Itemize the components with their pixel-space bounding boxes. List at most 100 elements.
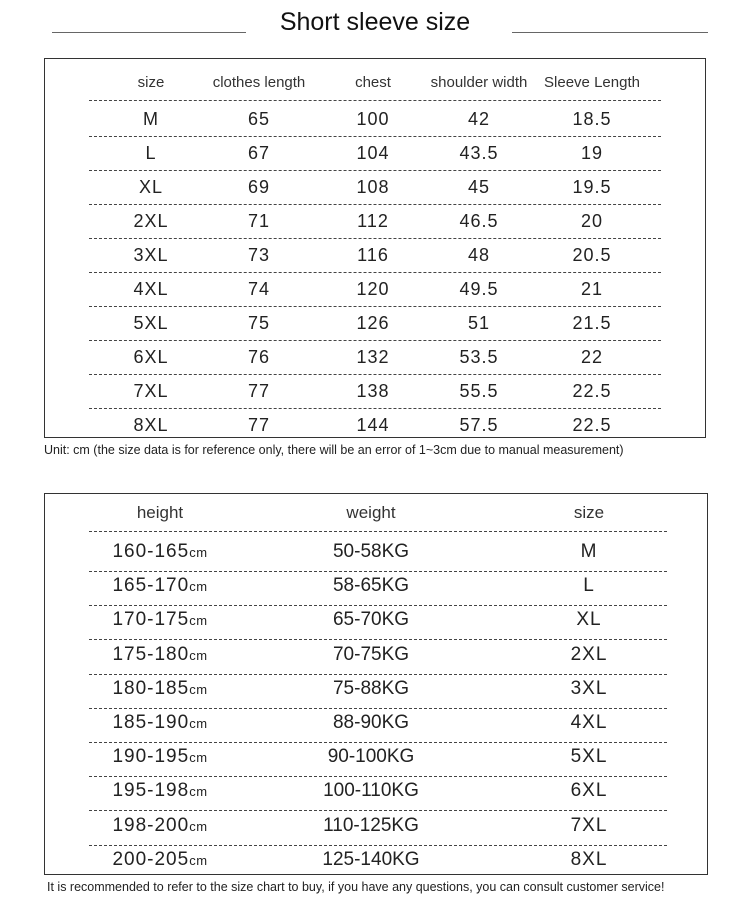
height-weight-size-table: height weight size 160-165cm 50-58KG M 165-170… xyxy=(44,493,708,875)
unit-cm: cm xyxy=(189,852,208,868)
size-cell: 4XL xyxy=(570,712,608,733)
table-cell: 49.5 xyxy=(459,279,499,299)
row-divider xyxy=(89,605,667,607)
table-cell: 42 xyxy=(467,109,491,129)
height-cell: 195-198cm xyxy=(112,780,207,802)
height-range: 198-200 xyxy=(112,814,190,836)
weight-cell: 65-70KG xyxy=(332,609,410,631)
title-rule-left xyxy=(52,32,246,33)
size-cell: 7XL xyxy=(570,814,608,836)
height-range: 180-185 xyxy=(112,677,190,699)
weight-cell: 125-140KG xyxy=(322,848,420,870)
height-range: 165-170 xyxy=(112,575,190,597)
height-cell: 200-205cm xyxy=(112,849,207,871)
height-range: 170-175 xyxy=(112,609,190,631)
table-cell: 76 xyxy=(247,347,271,367)
size-cell: 2XL xyxy=(570,643,608,665)
height-cell: 170-175cm xyxy=(112,609,207,631)
table-cell: 65 xyxy=(247,109,271,129)
row-divider xyxy=(89,340,661,341)
row-divider xyxy=(89,408,661,409)
table-cell: 67 xyxy=(247,143,271,163)
row-divider xyxy=(89,707,667,709)
table-cell: 48 xyxy=(467,245,491,265)
table-cell: 8XL xyxy=(133,415,169,435)
unit-cm: cm xyxy=(189,545,208,560)
table-cell: 104 xyxy=(356,143,390,163)
table-cell: 19.5 xyxy=(572,177,612,197)
column-header: clothes length xyxy=(212,74,306,91)
table-cell: 120 xyxy=(356,279,390,299)
table-cell: L xyxy=(145,143,157,163)
row-divider xyxy=(89,531,667,532)
row-divider xyxy=(89,306,661,307)
table-cell: 53.5 xyxy=(459,347,499,367)
table-cell: 2XL xyxy=(133,211,169,231)
table-cell: 46.5 xyxy=(459,211,499,231)
height-range: 175-180 xyxy=(112,643,190,665)
unit-cm: cm xyxy=(189,818,208,834)
row-divider xyxy=(89,374,661,375)
unit-cm: cm xyxy=(189,681,208,697)
column-header: chest xyxy=(355,74,391,91)
unit-cm: cm xyxy=(189,784,208,800)
table-cell: XL xyxy=(138,177,164,197)
weight-cell: 90-100KG xyxy=(327,746,415,768)
table-cell: 21 xyxy=(580,279,604,299)
table-cell: 20 xyxy=(580,211,604,231)
unit-cm: cm xyxy=(189,613,208,629)
column-header: size xyxy=(573,503,605,522)
row-divider xyxy=(89,204,661,205)
row-divider xyxy=(89,238,661,239)
table-cell: 112 xyxy=(357,211,389,231)
unit-cm: cm xyxy=(189,716,208,731)
table-cell: 7XL xyxy=(133,381,169,401)
size-measurement-table: size clothes length chest shoulder width Sle… xyxy=(44,58,706,438)
table-cell: 132 xyxy=(356,347,390,367)
unit-note: Unit: cm (the size data is for reference… xyxy=(44,443,624,457)
unit-cm: cm xyxy=(189,579,208,595)
row-divider xyxy=(89,272,661,273)
height-cell: 165-170cm xyxy=(112,575,207,597)
table-cell: M xyxy=(143,109,159,129)
table-cell: 45 xyxy=(467,177,491,197)
table-cell: 69 xyxy=(247,177,271,197)
title-rule-right xyxy=(512,32,708,33)
row-divider xyxy=(89,810,667,812)
column-header: size xyxy=(137,74,165,91)
row-divider xyxy=(89,844,667,846)
height-range: 185-190 xyxy=(112,712,190,733)
table-cell: 74 xyxy=(247,279,271,299)
height-cell: 190-195cm xyxy=(112,746,207,768)
table-cell: 77 xyxy=(247,415,271,435)
weight-cell: 58-65KG xyxy=(332,575,410,597)
column-header: weight xyxy=(346,503,396,522)
table-cell: 138 xyxy=(356,381,390,401)
row-divider xyxy=(89,100,661,101)
table-cell: 43.5 xyxy=(459,143,499,163)
weight-cell: 50-58KG xyxy=(332,541,410,562)
size-cell: M xyxy=(580,541,598,562)
size-cell: XL xyxy=(576,609,602,631)
table-cell: 77 xyxy=(247,381,271,401)
height-cell: 198-200cm xyxy=(112,815,207,837)
footer-note: It is recommended to refer to the size c… xyxy=(47,880,665,894)
weight-cell: 70-75KG xyxy=(332,643,410,665)
table-cell: 51 xyxy=(467,313,491,333)
table-cell: 20.5 xyxy=(572,245,612,265)
size-cell: 8XL xyxy=(570,848,608,870)
column-header: shoulder width xyxy=(430,74,528,91)
table-cell: 22.5 xyxy=(572,415,612,435)
height-range: 200-205 xyxy=(112,848,190,870)
table-cell: 144 xyxy=(356,415,390,435)
weight-cell: 88-90KG xyxy=(332,712,410,733)
size-cell: 5XL xyxy=(570,746,608,768)
table-cell: 18.5 xyxy=(572,109,612,129)
height-cell: 180-185cm xyxy=(112,678,207,700)
row-divider xyxy=(89,742,667,743)
table-cell: 4XL xyxy=(133,279,169,299)
row-divider xyxy=(89,673,667,675)
row-divider xyxy=(89,571,667,572)
table-cell: 22.5 xyxy=(572,381,612,401)
column-header: height xyxy=(136,503,184,522)
